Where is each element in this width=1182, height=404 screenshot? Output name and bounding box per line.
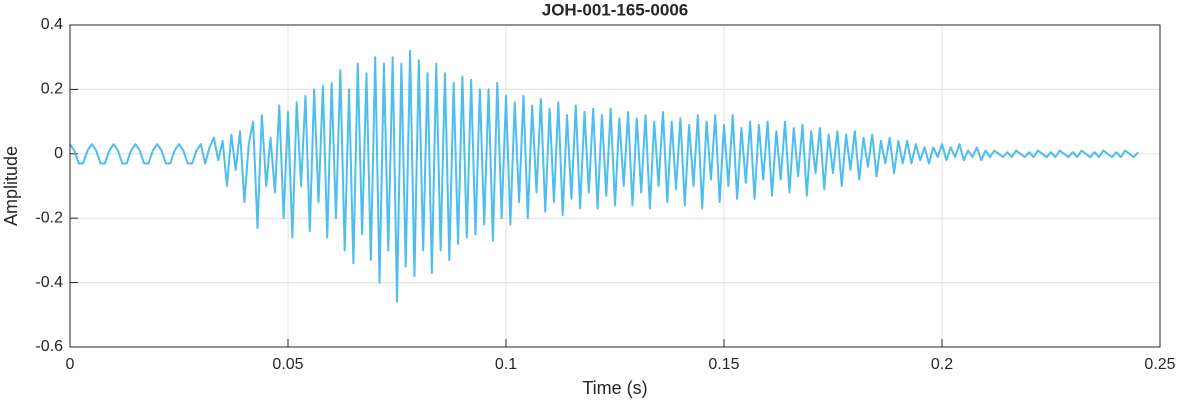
x-tick-label: 0.25 bbox=[1144, 356, 1175, 373]
y-tick-label: -0.4 bbox=[35, 274, 63, 291]
x-axis-label: Time (s) bbox=[582, 378, 647, 398]
y-axis-label: Amplitude bbox=[1, 146, 21, 226]
chart-title: JOH-001-165-0006 bbox=[542, 0, 688, 19]
waveform-line bbox=[69, 49, 1139, 303]
x-tick-label: 0.05 bbox=[272, 356, 303, 373]
y-tick-label: 0.2 bbox=[41, 81, 63, 98]
y-tick-label: 0 bbox=[54, 145, 63, 162]
y-tick-label: -0.6 bbox=[35, 338, 63, 355]
x-tick-label: 0.15 bbox=[708, 356, 739, 373]
y-tick-label: 0.4 bbox=[41, 16, 63, 33]
x-tick-label: 0 bbox=[66, 356, 75, 373]
plot-frame bbox=[69, 24, 1161, 348]
x-tick-label: 0.2 bbox=[931, 356, 953, 373]
x-tick-label: 0.1 bbox=[495, 356, 517, 373]
y-tick-label: -0.2 bbox=[35, 209, 63, 226]
